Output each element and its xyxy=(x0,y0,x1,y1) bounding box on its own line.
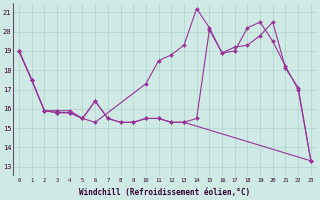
X-axis label: Windchill (Refroidissement éolien,°C): Windchill (Refroidissement éolien,°C) xyxy=(79,188,251,197)
